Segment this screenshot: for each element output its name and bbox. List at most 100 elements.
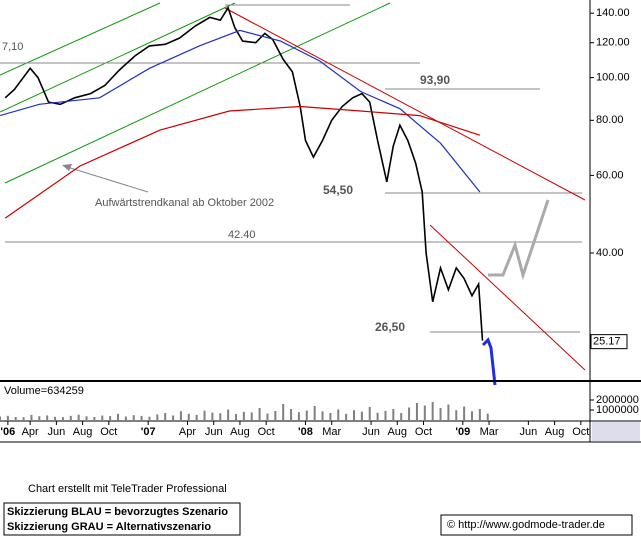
note: Skizzierung GRAU = Alternativszenario xyxy=(7,521,211,533)
volume-bar xyxy=(345,413,348,420)
volume-bar xyxy=(69,415,72,420)
y-tick-label: 140.00 xyxy=(596,7,630,19)
x-tick-label: Aug xyxy=(387,426,407,438)
volume-bar xyxy=(85,416,88,420)
volume-bar xyxy=(164,413,167,420)
volume-bar xyxy=(353,410,355,420)
volume-bar xyxy=(30,414,33,420)
x-tick-label: '08 xyxy=(298,426,313,438)
y-tick-label: 80.00 xyxy=(596,114,624,126)
x-tick-label: Mar xyxy=(322,426,341,438)
x-tick-label: Jun xyxy=(48,426,66,438)
last-price-label: 25.17 xyxy=(593,336,621,348)
volume-bar xyxy=(360,411,363,420)
volume-bar xyxy=(423,405,426,420)
y-tick-label: 40.00 xyxy=(596,247,624,259)
credit: Chart erstellt mit TeleTrader Profession… xyxy=(28,483,227,495)
volume-bar xyxy=(384,410,387,420)
channel-line xyxy=(4,2,391,184)
volume-bar xyxy=(38,416,41,420)
x-tick-label: Apr xyxy=(22,426,39,438)
volume-bar xyxy=(321,411,324,420)
volume-bar xyxy=(148,416,151,420)
volume-bar xyxy=(132,415,135,420)
x-tick-label: '06 xyxy=(0,426,15,438)
trend-line xyxy=(224,7,586,201)
annotation: 7,10 xyxy=(2,41,23,53)
volume-bar xyxy=(392,409,395,420)
y-tick-label: 2000000 xyxy=(596,394,639,406)
volume-bar xyxy=(211,412,214,420)
volume-bar xyxy=(313,406,316,420)
volume-bar xyxy=(305,410,308,420)
copyright-box xyxy=(440,514,633,536)
volume-bar xyxy=(415,403,418,420)
volume-bar xyxy=(235,414,237,420)
x-tick-label: Jun xyxy=(205,426,223,438)
x-tick-label: Aug xyxy=(73,426,93,438)
x-tick-label: Oct xyxy=(415,426,432,438)
volume-bar xyxy=(14,417,17,420)
alt-scenario xyxy=(488,199,550,281)
annotation: 54,50 xyxy=(323,183,353,197)
volume-bar xyxy=(117,413,119,420)
x-tick-label: Oct xyxy=(258,426,275,438)
annotation: 26,50 xyxy=(375,320,405,334)
annotation: 42.40 xyxy=(228,229,256,241)
x-tick-label: Aug xyxy=(230,426,250,438)
x-tick-label: '09 xyxy=(455,426,470,438)
x-tick-label: Oct xyxy=(100,426,117,438)
x-tick-label: Jun xyxy=(362,426,380,438)
volume-bar xyxy=(242,411,245,420)
annotation: 93,90 xyxy=(420,73,450,87)
volume-bar xyxy=(408,407,411,420)
channel-line xyxy=(0,2,236,113)
volume-bar xyxy=(337,409,340,420)
volume-bar xyxy=(172,415,175,420)
volume-bar xyxy=(447,404,450,420)
volume-bar xyxy=(0,416,1,420)
volume-bar xyxy=(250,412,253,420)
volume-bar xyxy=(368,407,371,420)
volume-bar xyxy=(93,417,96,420)
volume-bar xyxy=(187,413,190,420)
volume-bar xyxy=(124,416,127,420)
notes-box xyxy=(3,502,241,536)
volume-bar xyxy=(400,413,403,420)
annotation: Aufwärtstrendkanal ab Oktober 2002 xyxy=(95,197,274,209)
volume-bar xyxy=(6,415,9,420)
volume-bar xyxy=(290,409,293,420)
x-tick-label: Aug xyxy=(545,426,565,438)
series-line xyxy=(4,105,481,219)
main-scenario xyxy=(481,337,497,386)
x-tick-label: '07 xyxy=(141,426,156,438)
annotations xyxy=(0,2,586,386)
volume-bar xyxy=(54,416,57,420)
volume-bar xyxy=(439,408,442,420)
volume-bar xyxy=(195,414,198,420)
arrow-head xyxy=(62,164,72,171)
y-tick-label: 1000000 xyxy=(596,404,639,416)
volume-label: Volume=634259 xyxy=(4,385,84,397)
x-tick-label: Mar xyxy=(480,426,499,438)
volume-bar xyxy=(282,404,285,420)
y-tick-label: 60.00 xyxy=(596,169,624,181)
volume-bar xyxy=(455,410,458,420)
note: Skizzierung BLAU = bevorzugtes Szenario xyxy=(7,506,228,518)
volume-bar xyxy=(77,414,80,420)
volume-bar xyxy=(431,402,434,420)
last-price-box xyxy=(590,334,628,350)
volume-bar xyxy=(109,416,112,420)
volume-bar xyxy=(478,409,481,420)
volume-bar xyxy=(61,417,64,420)
x-tick-label: Jun xyxy=(520,426,538,438)
volume-bar xyxy=(486,413,489,420)
volume-bar xyxy=(203,410,206,420)
volume-bar xyxy=(227,409,230,420)
volume-bar xyxy=(274,411,277,420)
volume-bar xyxy=(22,417,25,420)
arrow xyxy=(63,165,149,193)
volume-bar xyxy=(297,412,300,420)
